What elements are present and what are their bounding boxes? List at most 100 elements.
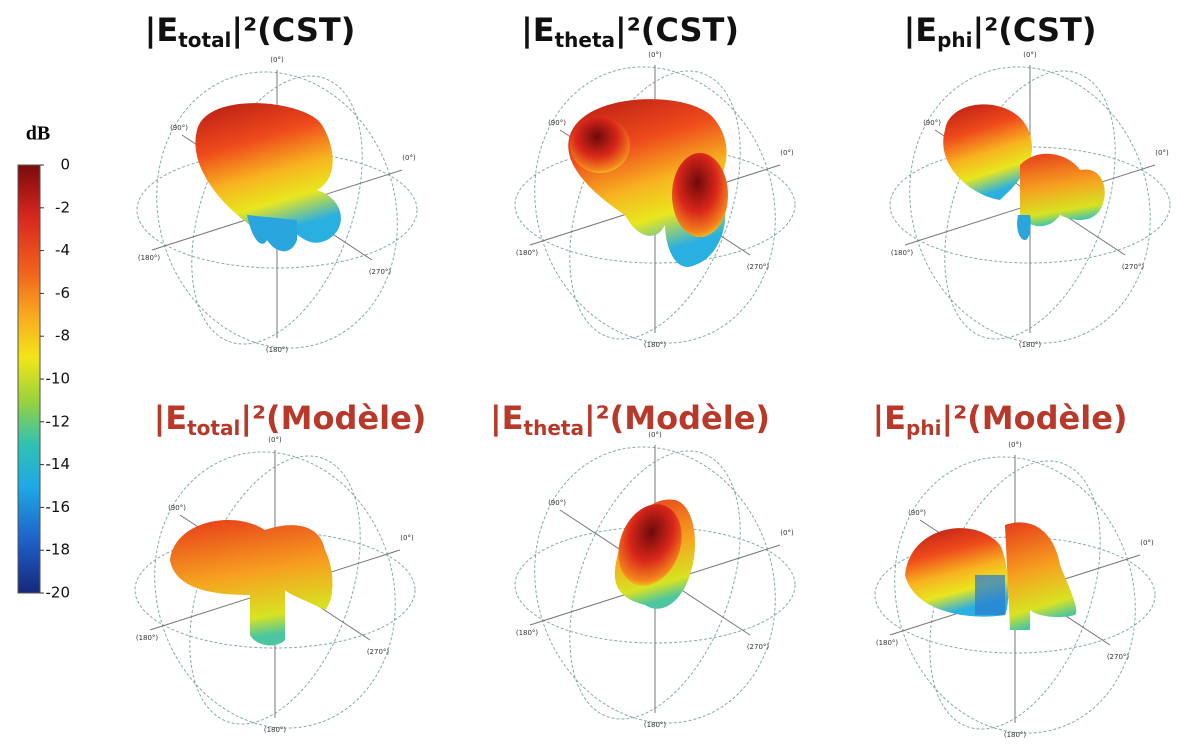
axis-label: (180°): [644, 341, 667, 349]
radiation-pattern: (0°) (90°) (0°) (180°) (270°) (180°): [514, 431, 796, 729]
wireframe: [534, 66, 776, 344]
axis-label: (180°): [1019, 341, 1042, 349]
lobe: [1017, 215, 1031, 240]
title-sub: phi: [937, 28, 972, 52]
title-suffix: |²(CST): [973, 11, 1097, 50]
title-prefix: |E: [904, 11, 938, 50]
colorbar-label: dB: [26, 123, 50, 145]
title-sub: total: [178, 28, 231, 52]
axis-label: (270°): [369, 268, 392, 276]
axis-label: (0°): [648, 51, 662, 59]
colorbar: [17, 164, 41, 594]
wireframe: [944, 70, 1116, 340]
axis-label: (270°): [1122, 263, 1145, 271]
colorbar-tick-label: -18: [46, 541, 71, 559]
lobe: [247, 215, 297, 252]
colorbar-tick-label: -4: [55, 241, 70, 259]
colorbar-tick-label: -20: [46, 584, 71, 602]
axis-label: (90°): [548, 499, 566, 507]
axis-label: (0°): [270, 56, 284, 64]
axis-label: (90°): [170, 124, 188, 132]
title-suffix: |²(CST): [231, 11, 355, 50]
axis-label: (180°): [891, 249, 914, 257]
axis-label: (270°): [1107, 653, 1130, 661]
colorbar-tick-label: -10: [46, 370, 71, 388]
axis-label: (180°): [266, 346, 289, 354]
wireframe: [156, 71, 398, 349]
panel-title: |Ephi|²(CST): [904, 11, 1097, 52]
title-sub: theta: [555, 28, 615, 52]
axis-label: (0°): [648, 431, 662, 439]
radiation-pattern: (0°) (90°) (0°) (180°) (270°) (180°): [889, 51, 1171, 349]
lobe: [570, 117, 630, 173]
wireframe: [191, 75, 363, 345]
axis-label: (0°): [780, 149, 794, 157]
lobe: [618, 504, 682, 586]
lobe: [195, 103, 341, 244]
title-sub: theta: [524, 416, 584, 440]
colorbar-tick-label: -2: [55, 198, 70, 216]
wireframe: [894, 456, 1136, 734]
lobe: [1005, 522, 1077, 630]
axis-label: (90°): [548, 119, 566, 127]
axis-label: (180°): [876, 639, 899, 647]
axis-label: (180°): [516, 249, 539, 257]
title-prefix: |E: [872, 399, 906, 438]
colorbar-tick-label: -6: [55, 284, 70, 302]
axis-label: (0°): [780, 529, 794, 537]
lobe: [170, 520, 333, 646]
title-prefix: |E: [154, 399, 188, 438]
axis-label: (90°): [923, 119, 941, 127]
axis-label: (180°): [264, 726, 287, 734]
radiation-pattern: (0°) (90°) (0°) (180°) (270°) (180°): [136, 56, 418, 354]
axis-label: (0°): [402, 154, 416, 162]
lobe: [672, 153, 728, 237]
panel-title: |Etotal|²(Modèle): [154, 399, 427, 440]
axis-label: (0°): [1155, 149, 1169, 157]
axis-label: (0°): [400, 534, 414, 542]
axis-label: (180°): [1004, 731, 1027, 739]
title-suffix: |²(CST): [615, 11, 739, 50]
axis-label: (180°): [644, 721, 667, 729]
colorbar-tick-label: -16: [46, 498, 71, 516]
wireframe: [569, 450, 741, 720]
axis-label: (0°): [268, 436, 282, 444]
title-prefix: |E: [145, 11, 179, 50]
radiation-pattern: (0°) (90°) (0°) (180°) (270°) (180°): [134, 436, 416, 734]
title-prefix: |E: [521, 11, 555, 50]
axis-label: (90°): [168, 504, 186, 512]
panel-title: |Ephi|²(Modèle): [872, 399, 1127, 440]
wireframe: [154, 451, 396, 729]
colorbar-tick-label: -14: [46, 455, 71, 473]
axis-label: (0°): [1140, 539, 1154, 547]
axis-label: (180°): [516, 629, 539, 637]
radiation-pattern: (0°) (90°) (0°) (180°) (270°) (180°): [514, 51, 796, 349]
axis-label: (270°): [367, 648, 390, 656]
radiation-pattern: (0°) (90°) (0°) (180°) (270°) (180°): [874, 441, 1156, 739]
panel-title: |Etotal|²(CST): [145, 11, 356, 52]
lobe: [943, 104, 1033, 200]
colorbar-tick-label: -12: [46, 412, 71, 430]
axis-label: (0°): [1023, 51, 1037, 59]
axis-label: (180°): [136, 634, 159, 642]
colorbar-tick-label: -8: [55, 327, 70, 345]
lobe: [1020, 153, 1105, 227]
axis-label: (0°): [1008, 441, 1022, 449]
title-prefix: |E: [490, 399, 524, 438]
colorbar-tick-label: 0: [60, 156, 70, 174]
title-sub: phi: [906, 416, 941, 440]
wireframe: [909, 66, 1151, 344]
title-suffix: |²(Modèle): [240, 399, 426, 438]
axis-label: (90°): [908, 509, 926, 517]
title-suffix: |²(Modèle): [941, 399, 1127, 438]
wireframe: [534, 446, 776, 724]
axis-label: (180°): [138, 254, 161, 262]
panel-title: |Etheta|²(CST): [521, 11, 739, 52]
title-suffix: |²(Modèle): [584, 399, 770, 438]
title-sub: total: [187, 416, 240, 440]
axis-label: (270°): [747, 263, 770, 271]
panel-title: |Etheta|²(Modèle): [490, 399, 770, 440]
axis-label: (270°): [747, 643, 770, 651]
lobe: [975, 575, 1005, 615]
